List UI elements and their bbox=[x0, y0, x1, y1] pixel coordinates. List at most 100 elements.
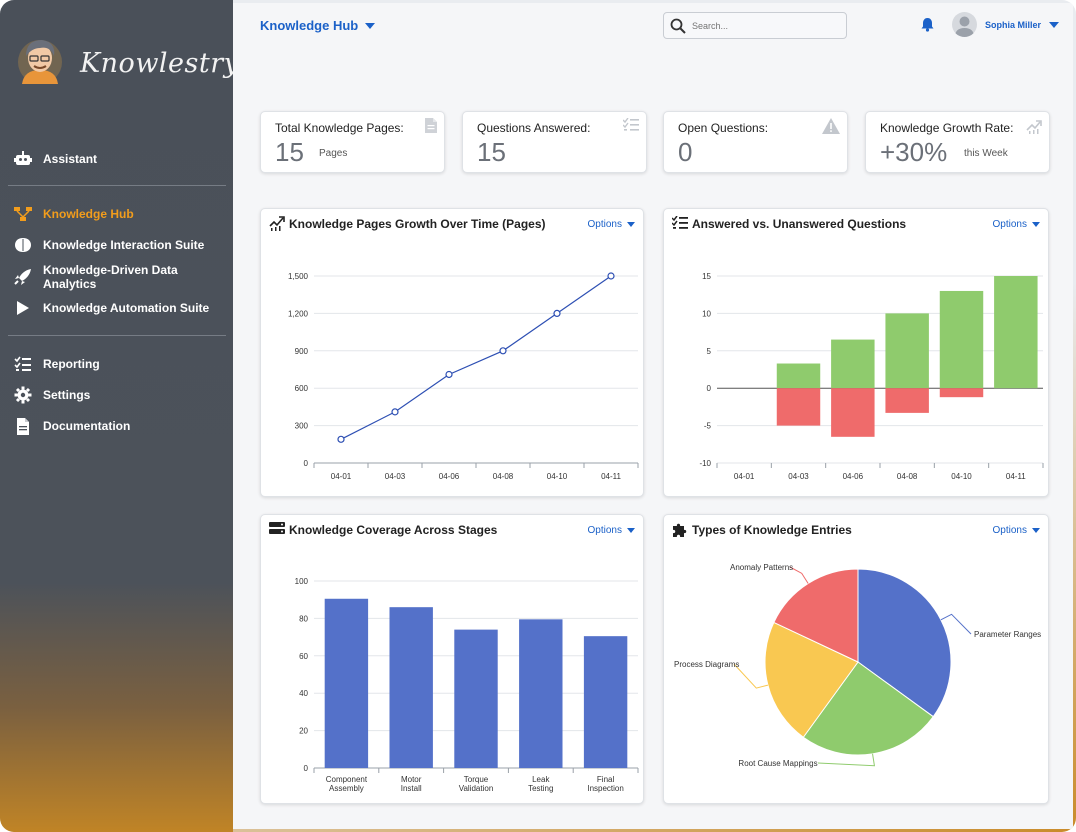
kpi-sub: Pages bbox=[319, 148, 348, 159]
x-tick-label: Validation bbox=[459, 784, 494, 793]
bar-answered bbox=[885, 313, 929, 389]
bar-answered bbox=[939, 290, 984, 389]
user-menu[interactable]: Sophia Miller bbox=[952, 12, 1060, 37]
avatar bbox=[952, 12, 977, 37]
sidebar-item-knowledge-interaction-suite[interactable]: Knowledge Interaction Suite bbox=[14, 234, 204, 256]
rocket-icon bbox=[14, 268, 32, 286]
x-tick-label: 04-01 bbox=[331, 472, 352, 481]
logo-text: Knowlestry bbox=[80, 48, 240, 79]
x-tick-label: Install bbox=[401, 784, 422, 793]
x-tick-label: Testing bbox=[528, 784, 553, 793]
growth-icon bbox=[1026, 118, 1042, 139]
pie-label: Anomaly Patterns bbox=[730, 563, 793, 572]
bar bbox=[519, 619, 563, 768]
logo-avatar-icon bbox=[18, 40, 62, 84]
x-tick-label: 04-08 bbox=[897, 472, 918, 481]
bar-answered bbox=[776, 363, 821, 389]
logo[interactable]: Knowlestry bbox=[14, 34, 239, 98]
sidebar-item-knowledge-hub[interactable]: Knowledge Hub bbox=[14, 203, 134, 225]
data-point bbox=[337, 435, 345, 443]
options-label: Options bbox=[587, 525, 622, 536]
options-dropdown[interactable]: Options bbox=[588, 525, 635, 536]
y-tick-label: 100 bbox=[295, 577, 309, 586]
pie-label: Parameter Ranges bbox=[974, 630, 1041, 639]
chevron-down-icon bbox=[1032, 222, 1040, 227]
y-tick-label: 0 bbox=[707, 384, 712, 393]
panel-title: Answered vs. Unanswered Questions bbox=[692, 217, 907, 231]
y-tick-label: -5 bbox=[704, 422, 712, 431]
panel-pages-growth: Knowledge Pages Growth Over Time (Pages)… bbox=[260, 208, 644, 497]
options-label: Options bbox=[992, 219, 1027, 230]
search-icon bbox=[670, 18, 686, 34]
diverging-bar-chart: -10 -5 0 5 10 15 04-01 04-03 04-06 04-08 04-10 04-1… bbox=[699, 272, 1044, 481]
bar bbox=[389, 607, 433, 768]
kpi-card-questions-answered: Questions Answered: 15 bbox=[462, 111, 647, 173]
sidebar-item-automation-suite[interactable]: Knowledge Automation Suite bbox=[14, 297, 209, 319]
chevron-down-icon bbox=[627, 528, 635, 533]
bar-answered bbox=[994, 276, 1038, 389]
play-icon bbox=[14, 299, 32, 317]
kpi-sub: this Week bbox=[964, 148, 1008, 159]
pie-label-line bbox=[817, 753, 876, 767]
hierarchy-icon bbox=[14, 205, 32, 223]
panel-coverage-stages: Knowledge Coverage Across Stages Options… bbox=[260, 514, 644, 804]
search-input[interactable] bbox=[692, 20, 832, 31]
sidebar-item-label: Knowledge Interaction Suite bbox=[43, 238, 205, 252]
robot-icon bbox=[14, 150, 32, 168]
line-chart: 0 300 600 900 1,200 1,500 04-01 04-03 04-06 04-08… bbox=[288, 272, 639, 481]
x-tick-label: Inspection bbox=[587, 784, 623, 793]
sidebar: Knowlestry Assistant Knowledge Hub Knowl… bbox=[0, 0, 239, 832]
puzzle-icon bbox=[672, 522, 688, 543]
sidebar-divider bbox=[8, 185, 226, 186]
bar-unanswered bbox=[831, 388, 875, 437]
x-tick-label: 04-10 bbox=[951, 472, 972, 481]
page-title-dropdown[interactable]: Knowledge Hub bbox=[260, 18, 376, 33]
y-tick-label: 10 bbox=[702, 309, 711, 318]
document-icon bbox=[425, 118, 437, 138]
sidebar-item-documentation[interactable]: Documentation bbox=[14, 415, 130, 437]
bar bbox=[454, 629, 498, 768]
x-tick-label: 04-03 bbox=[385, 472, 406, 481]
search-box[interactable] bbox=[663, 12, 847, 39]
y-tick-label: 60 bbox=[299, 652, 308, 661]
y-tick-label: 0 bbox=[304, 459, 309, 468]
user-name: Sophia Miller bbox=[985, 19, 1042, 30]
kpi-label: Questions Answered: bbox=[477, 121, 591, 135]
x-tick-label: Final bbox=[597, 775, 615, 784]
sidebar-item-label: Knowledge Hub bbox=[43, 207, 134, 221]
kpi-card-total-pages: Total Knowledge Pages: 15 Pages bbox=[260, 111, 445, 173]
y-tick-label: 20 bbox=[299, 727, 308, 736]
x-tick-label: Component bbox=[326, 775, 368, 784]
sidebar-item-reporting[interactable]: Reporting bbox=[14, 353, 100, 375]
sidebar-item-data-analytics[interactable]: Knowledge-Driven Data Analytics bbox=[14, 263, 233, 291]
data-point bbox=[607, 272, 615, 280]
options-dropdown[interactable]: Options bbox=[993, 219, 1040, 230]
kpi-label: Knowledge Growth Rate: bbox=[880, 121, 1014, 135]
kpi-value: 0 bbox=[678, 137, 693, 167]
pie-label-line bbox=[789, 566, 809, 584]
bar-unanswered bbox=[776, 388, 821, 426]
pie-label-line bbox=[733, 663, 769, 689]
data-point bbox=[391, 408, 399, 416]
sidebar-item-label: Knowledge-Driven Data Analytics bbox=[43, 263, 178, 291]
bar bbox=[324, 598, 369, 768]
bar-unanswered bbox=[939, 388, 984, 398]
checklist-icon bbox=[671, 215, 688, 235]
kpi-card-growth-rate: Knowledge Growth Rate: +30% this Week bbox=[865, 111, 1050, 173]
options-dropdown[interactable]: Options bbox=[588, 219, 635, 230]
sidebar-item-settings[interactable]: Settings bbox=[14, 384, 90, 406]
y-tick-label: 0 bbox=[304, 764, 309, 773]
x-tick-label: 04-11 bbox=[601, 472, 621, 481]
y-tick-label: 80 bbox=[299, 614, 308, 623]
sidebar-item-assistant[interactable]: Assistant bbox=[14, 148, 97, 170]
data-point bbox=[499, 347, 507, 355]
notifications-button[interactable] bbox=[921, 17, 934, 37]
checklist-icon bbox=[14, 355, 32, 373]
panel-answered-unanswered: Answered vs. Unanswered Questions Option… bbox=[663, 208, 1049, 497]
series-line bbox=[340, 275, 612, 440]
x-tick-label: 04-01 bbox=[734, 472, 755, 481]
y-tick-label: 40 bbox=[299, 689, 308, 698]
options-dropdown[interactable]: Options bbox=[993, 525, 1040, 536]
